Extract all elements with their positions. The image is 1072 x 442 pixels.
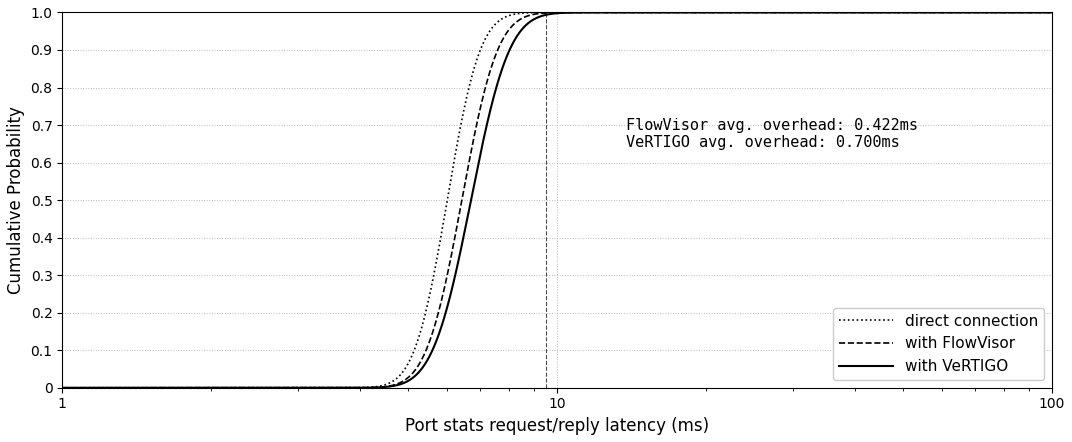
with FlowVisor <box>56 385 69 390</box>
with FlowVisor <box>1045 10 1058 15</box>
Y-axis label: Cumulative Probability: Cumulative Probability <box>6 106 25 294</box>
with FlowVisor <box>250 385 263 390</box>
with VeRTIGO <box>714 10 727 15</box>
Legend: direct connection, with FlowVisor, with VeRTIGO: direct connection, with FlowVisor, with … <box>833 308 1044 380</box>
with VeRTIGO <box>250 385 263 390</box>
with FlowVisor <box>687 10 700 15</box>
with VeRTIGO <box>60 385 73 390</box>
with VeRTIGO <box>1045 10 1058 15</box>
direct connection <box>655 10 668 15</box>
Text: FlowVisor avg. overhead: 0.422ms
VeRTIGO avg. overhead: 0.700ms: FlowVisor avg. overhead: 0.422ms VeRTIGO… <box>626 118 919 150</box>
with VeRTIGO <box>115 385 128 390</box>
with VeRTIGO <box>539 12 552 18</box>
with FlowVisor <box>993 10 1006 15</box>
direct connection <box>1045 10 1058 15</box>
direct connection <box>250 385 263 390</box>
with FlowVisor <box>115 385 128 390</box>
with FlowVisor <box>539 10 552 15</box>
with VeRTIGO <box>96 385 109 390</box>
direct connection <box>115 385 128 390</box>
Line: direct connection: direct connection <box>62 12 1052 388</box>
Line: with FlowVisor: with FlowVisor <box>62 12 1052 388</box>
direct connection <box>539 10 552 15</box>
X-axis label: Port stats request/reply latency (ms): Port stats request/reply latency (ms) <box>405 417 709 435</box>
direct connection <box>56 385 69 390</box>
direct connection <box>60 385 73 390</box>
with VeRTIGO <box>993 10 1006 15</box>
direct connection <box>96 385 109 390</box>
with FlowVisor <box>60 385 73 390</box>
with VeRTIGO <box>56 385 69 390</box>
Line: with VeRTIGO: with VeRTIGO <box>62 12 1052 388</box>
direct connection <box>993 10 1006 15</box>
with FlowVisor <box>96 385 109 390</box>
